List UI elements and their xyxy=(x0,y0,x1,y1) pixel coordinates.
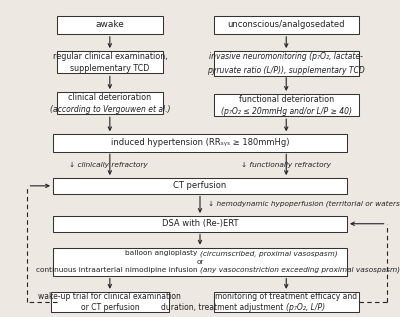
Text: functional deterioration: functional deterioration xyxy=(239,94,334,104)
Text: (circumscribed, proximal vasospasm): (circumscribed, proximal vasospasm) xyxy=(200,250,338,256)
Text: ↓ clinically refractory: ↓ clinically refractory xyxy=(69,162,148,168)
Text: unconscious/analgosedated: unconscious/analgosedated xyxy=(228,20,345,29)
Text: ↓ functionally refractory: ↓ functionally refractory xyxy=(241,162,331,168)
FancyBboxPatch shape xyxy=(51,292,169,312)
Text: or: or xyxy=(196,259,204,265)
Text: invasive neuromonitoring (p₇O₂, lactate-: invasive neuromonitoring (p₇O₂, lactate- xyxy=(209,52,363,61)
Text: ↓ hemodynamic hypoperfusion (territorial or watershed): ↓ hemodynamic hypoperfusion (territorial… xyxy=(208,200,400,207)
Text: duration, treatment adjustment: duration, treatment adjustment xyxy=(162,303,286,312)
FancyBboxPatch shape xyxy=(53,134,347,152)
FancyBboxPatch shape xyxy=(53,248,347,275)
Text: (p₇O₂ ≤ 20mmHg and/or L/P ≥ 40): (p₇O₂ ≤ 20mmHg and/or L/P ≥ 40) xyxy=(221,107,352,116)
Text: clinical deterioration: clinical deterioration xyxy=(68,93,152,102)
Text: awake: awake xyxy=(96,20,124,29)
FancyBboxPatch shape xyxy=(57,16,163,34)
Text: (according to Vergouwen et al.): (according to Vergouwen et al.) xyxy=(50,105,170,114)
FancyBboxPatch shape xyxy=(214,51,359,76)
Text: pyruvate ratio (L/P)), supplementary TCD: pyruvate ratio (L/P)), supplementary TCD xyxy=(207,66,365,75)
Text: CT perfusion: CT perfusion xyxy=(173,181,227,190)
Text: induced hypertension (RRₛᵧₛ ≥ 180mmHg): induced hypertension (RRₛᵧₛ ≥ 180mmHg) xyxy=(111,139,289,147)
FancyBboxPatch shape xyxy=(214,94,359,116)
FancyBboxPatch shape xyxy=(214,292,359,312)
FancyBboxPatch shape xyxy=(53,178,347,194)
Text: continuous intraarterial nimodipine infusion: continuous intraarterial nimodipine infu… xyxy=(36,267,200,273)
Text: monitoring of treatment efficacy and: monitoring of treatment efficacy and xyxy=(215,292,357,301)
FancyBboxPatch shape xyxy=(57,92,163,114)
Text: regular clinical examination,: regular clinical examination, xyxy=(52,52,167,61)
Text: supplementary TCD: supplementary TCD xyxy=(70,64,150,73)
Text: balloon angioplasty: balloon angioplasty xyxy=(125,250,200,256)
FancyBboxPatch shape xyxy=(57,51,163,73)
FancyBboxPatch shape xyxy=(214,16,359,34)
Text: or CT perfusion: or CT perfusion xyxy=(80,303,139,312)
FancyBboxPatch shape xyxy=(53,216,347,231)
Text: (p₇O₂, L/P): (p₇O₂, L/P) xyxy=(286,303,325,312)
Text: (any vasoconstriction exceeding proximal vasospasm): (any vasoconstriction exceeding proximal… xyxy=(200,267,400,273)
Text: DSA with (Re-)ERT: DSA with (Re-)ERT xyxy=(162,219,238,228)
Text: wake-up trial for clinical examination: wake-up trial for clinical examination xyxy=(38,292,181,301)
